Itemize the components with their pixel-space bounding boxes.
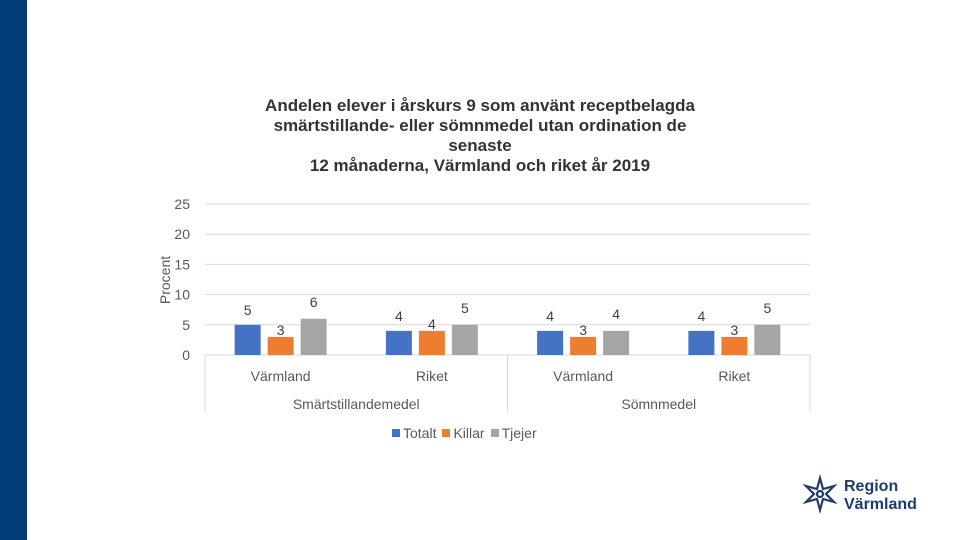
bar-totalt: [234, 324, 261, 355]
y-tick-label: 5: [182, 317, 190, 333]
y-tick-label: 0: [182, 347, 190, 363]
data-label: 3: [277, 322, 285, 338]
title-line: smärtstillande- eller sömnmedel utan ord…: [273, 116, 687, 135]
legend-label-totalt: Totalt: [403, 425, 437, 441]
bar-tjejer: [754, 324, 781, 355]
legend-swatch-killar: [442, 429, 451, 437]
x-category-label: Värmland: [553, 368, 613, 384]
bar-killar: [267, 336, 294, 355]
y-axis-label: Procent: [157, 256, 173, 304]
chart-title: Andelen elever i årskurs 9 som använt re…: [180, 96, 780, 176]
data-label: 4: [395, 308, 403, 324]
bar-tjejer: [300, 318, 327, 355]
data-label: 4: [546, 308, 554, 324]
data-label: 5: [763, 300, 771, 316]
gridlines: [205, 203, 810, 356]
labels: 0 5 10 15 20 25 Procent Värmland Riket Värmland Ri…: [157, 196, 771, 412]
region-varmland-logo: Region Värmland: [800, 473, 940, 520]
bar-totalt: [688, 330, 715, 355]
legend-swatch-tjejer: [490, 429, 499, 437]
legend-item-totalt: Totalt: [392, 425, 436, 441]
data-label: 5: [244, 302, 252, 318]
title-line: 12 månaderna, Värmland och riket år 2019: [309, 156, 651, 175]
logo-line-1: Region: [844, 478, 899, 495]
data-label: 3: [730, 322, 738, 338]
axes: [204, 355, 811, 412]
logo-text: Region Värmland: [844, 478, 917, 514]
y-tick-label: 20: [174, 226, 190, 242]
bar-totalt: [537, 330, 564, 355]
y-tick-label: 15: [174, 256, 190, 272]
star-flower-icon: [802, 473, 838, 515]
bar-tjejer: [451, 324, 478, 355]
legend-item-tjejer: Tjejer: [490, 425, 537, 441]
x-category-label: Värmland: [251, 368, 311, 384]
x-group-label: Sömnmedel: [621, 396, 696, 412]
x-category-label: Riket: [718, 368, 750, 384]
data-label: 4: [697, 308, 705, 324]
bars: [234, 318, 781, 355]
x-group-label: Smärtstillandemedel: [293, 396, 420, 412]
data-label: 4: [428, 316, 436, 332]
bar-killar: [570, 336, 597, 355]
legend-item-killar: Killar: [442, 425, 485, 441]
data-label: 3: [579, 322, 587, 338]
legend-label-tjejer: Tjejer: [501, 425, 537, 441]
y-tick-label: 25: [174, 196, 190, 212]
legend: Totalt Killar Tjejer: [392, 423, 543, 443]
side-bar: [0, 0, 27, 540]
bar-tjejer: [603, 330, 630, 355]
y-tick-label: 10: [174, 287, 190, 303]
bar-killar: [418, 330, 445, 355]
title-line: Andelen elever i årskurs 9 som använt re…: [265, 96, 695, 115]
bar-totalt: [385, 330, 412, 355]
data-label: 5: [461, 300, 469, 316]
legend-swatch-totalt: [392, 429, 400, 437]
title-line: senaste: [448, 136, 512, 155]
data-label: 4: [612, 306, 620, 322]
legend-label-killar: Killar: [453, 425, 485, 441]
bar-killar: [721, 336, 748, 355]
logo-line-2: Värmland: [844, 496, 917, 513]
x-category-label: Riket: [416, 368, 448, 384]
data-label: 6: [310, 294, 318, 310]
